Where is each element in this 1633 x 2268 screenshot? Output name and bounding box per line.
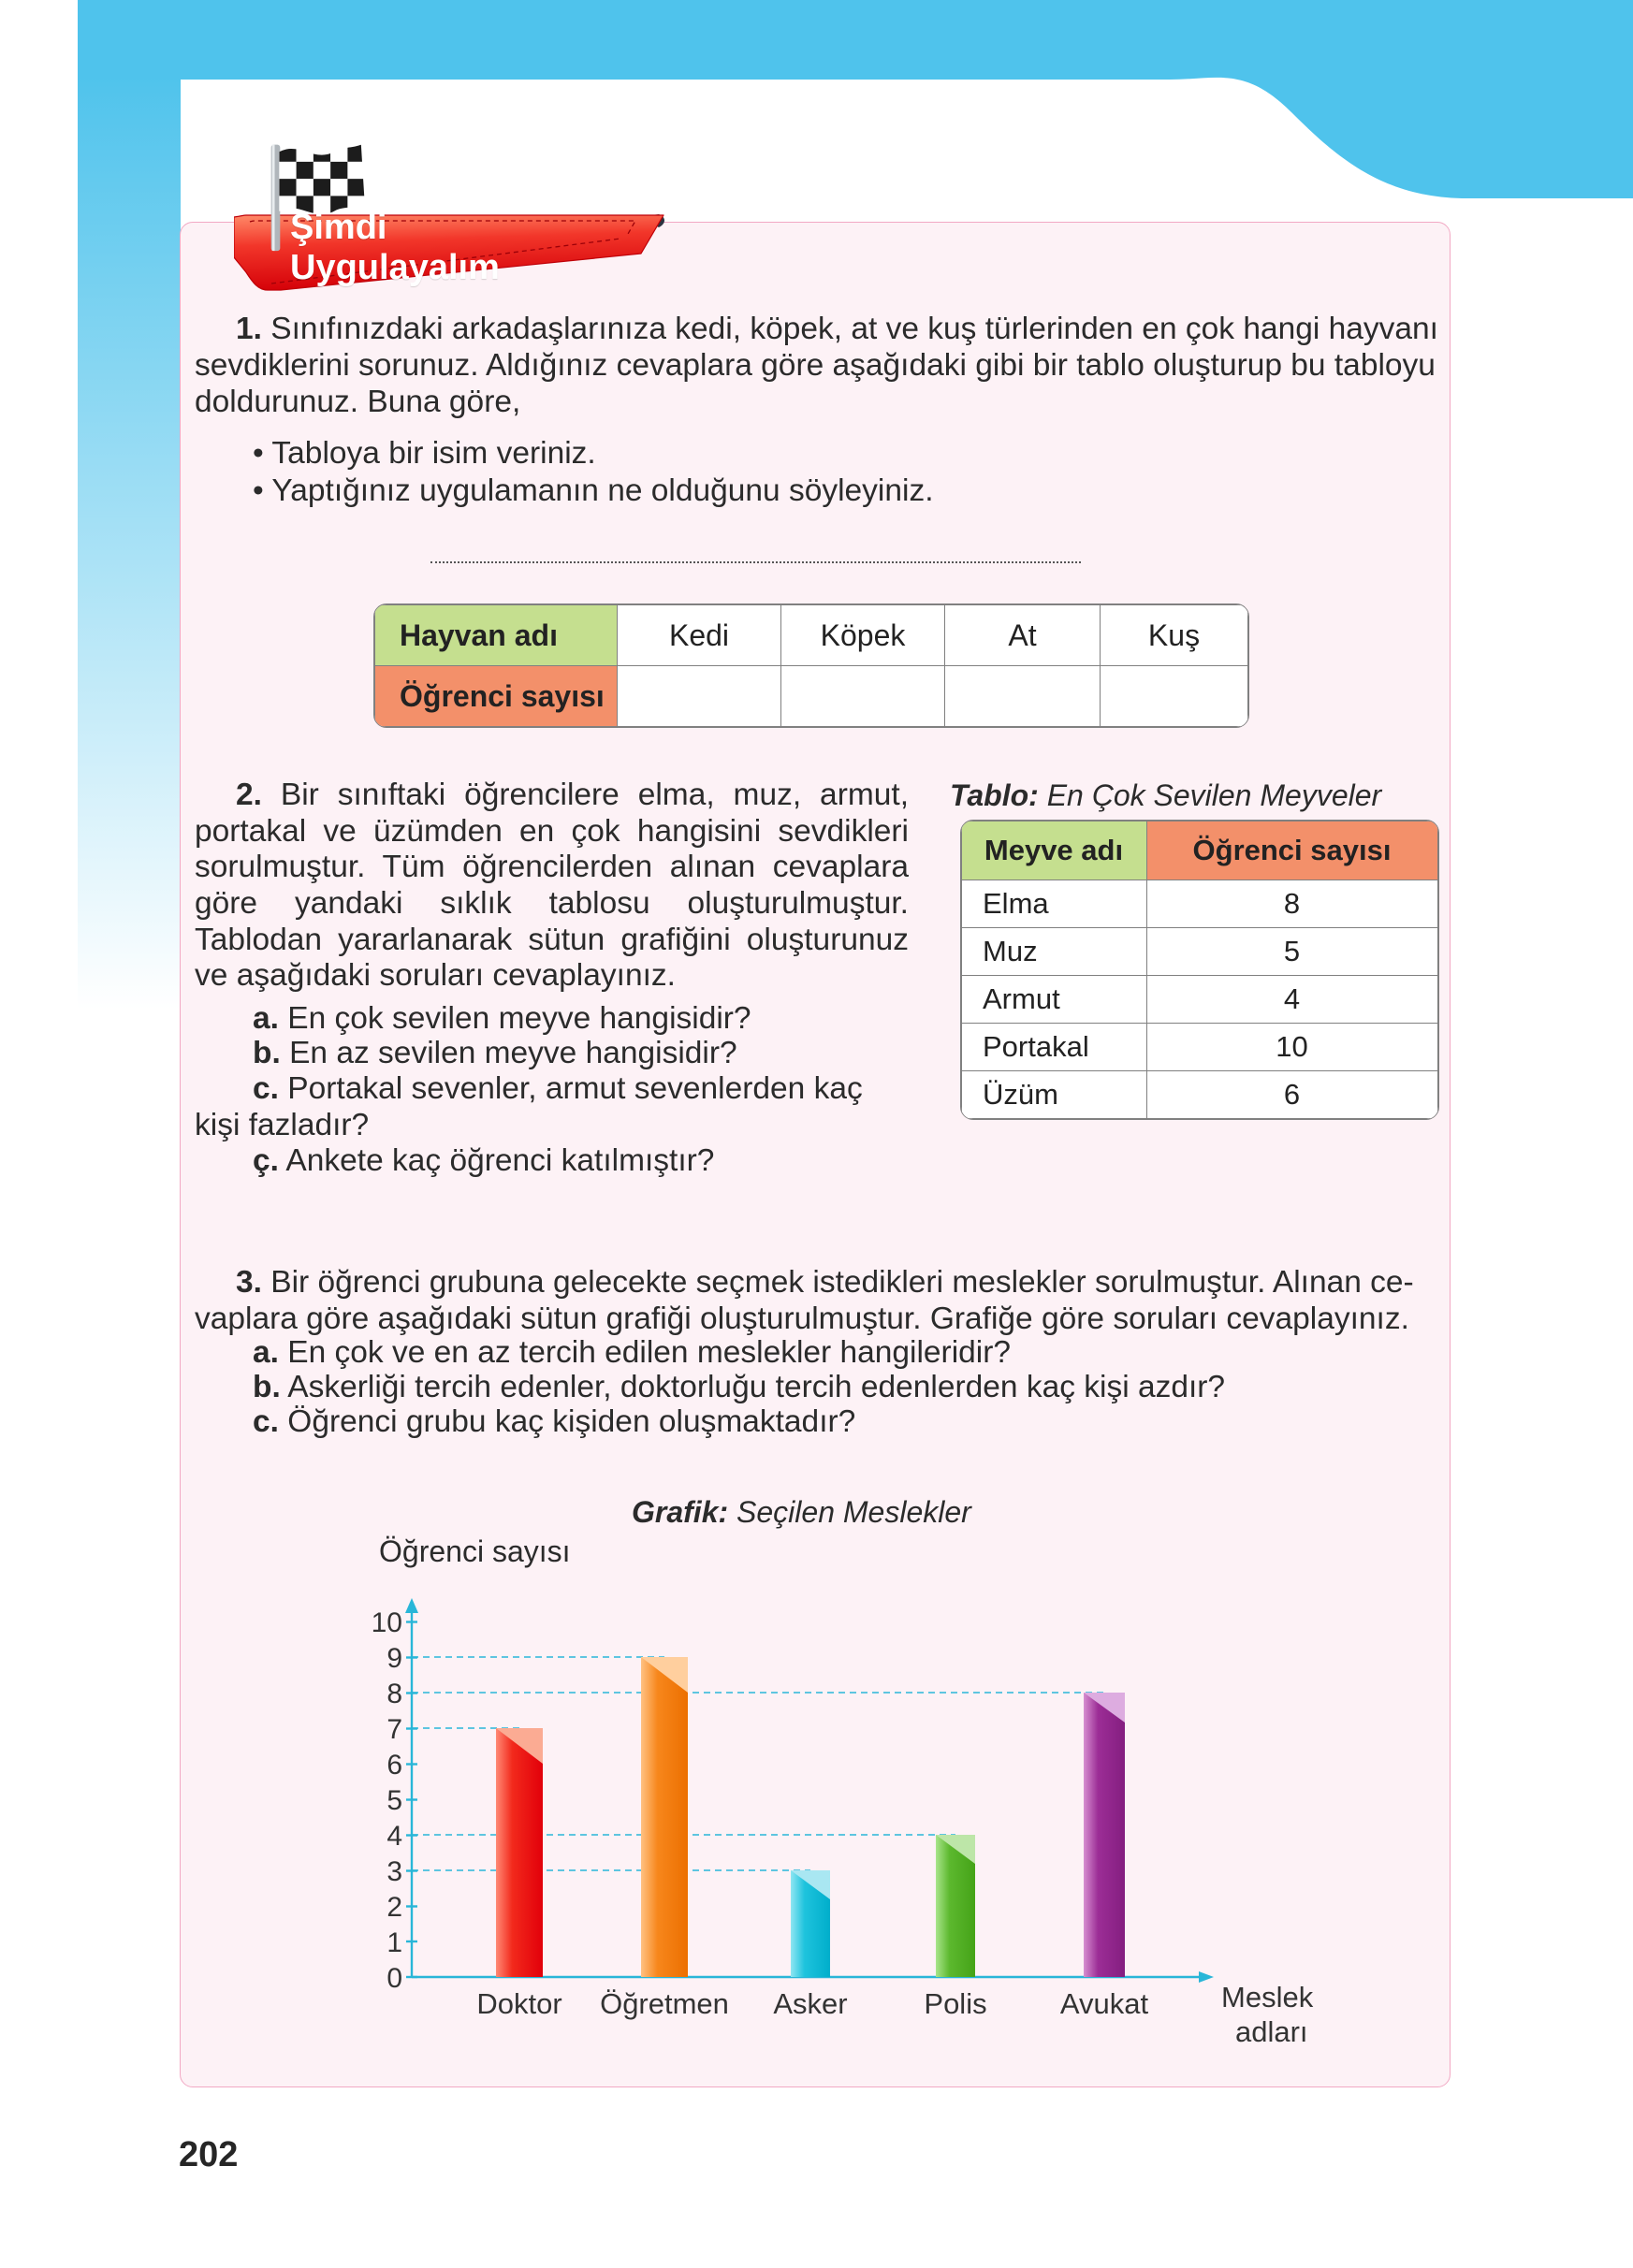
svg-text:5: 5	[386, 1785, 402, 1816]
svg-text:Meslek: Meslek	[1221, 1981, 1314, 2014]
svg-text:1: 1	[386, 1927, 402, 1958]
svg-text:9: 9	[386, 1643, 402, 1674]
svg-text:Öğretmen: Öğretmen	[600, 1987, 729, 2020]
svg-text:Avukat: Avukat	[1060, 1987, 1149, 2020]
svg-text:7: 7	[386, 1714, 402, 1745]
svg-text:adları: adları	[1235, 2015, 1308, 2048]
svg-text:Doktor: Doktor	[476, 1987, 561, 2020]
svg-text:Asker: Asker	[773, 1987, 847, 2020]
svg-text:4: 4	[386, 1821, 402, 1852]
svg-text:0: 0	[386, 1963, 402, 1994]
svg-text:8: 8	[386, 1679, 402, 1709]
svg-text:3: 3	[386, 1856, 402, 1887]
svg-text:10: 10	[372, 1607, 402, 1638]
svg-text:2: 2	[386, 1892, 402, 1923]
svg-text:6: 6	[386, 1750, 402, 1781]
svg-text:Polis: Polis	[924, 1987, 986, 2020]
